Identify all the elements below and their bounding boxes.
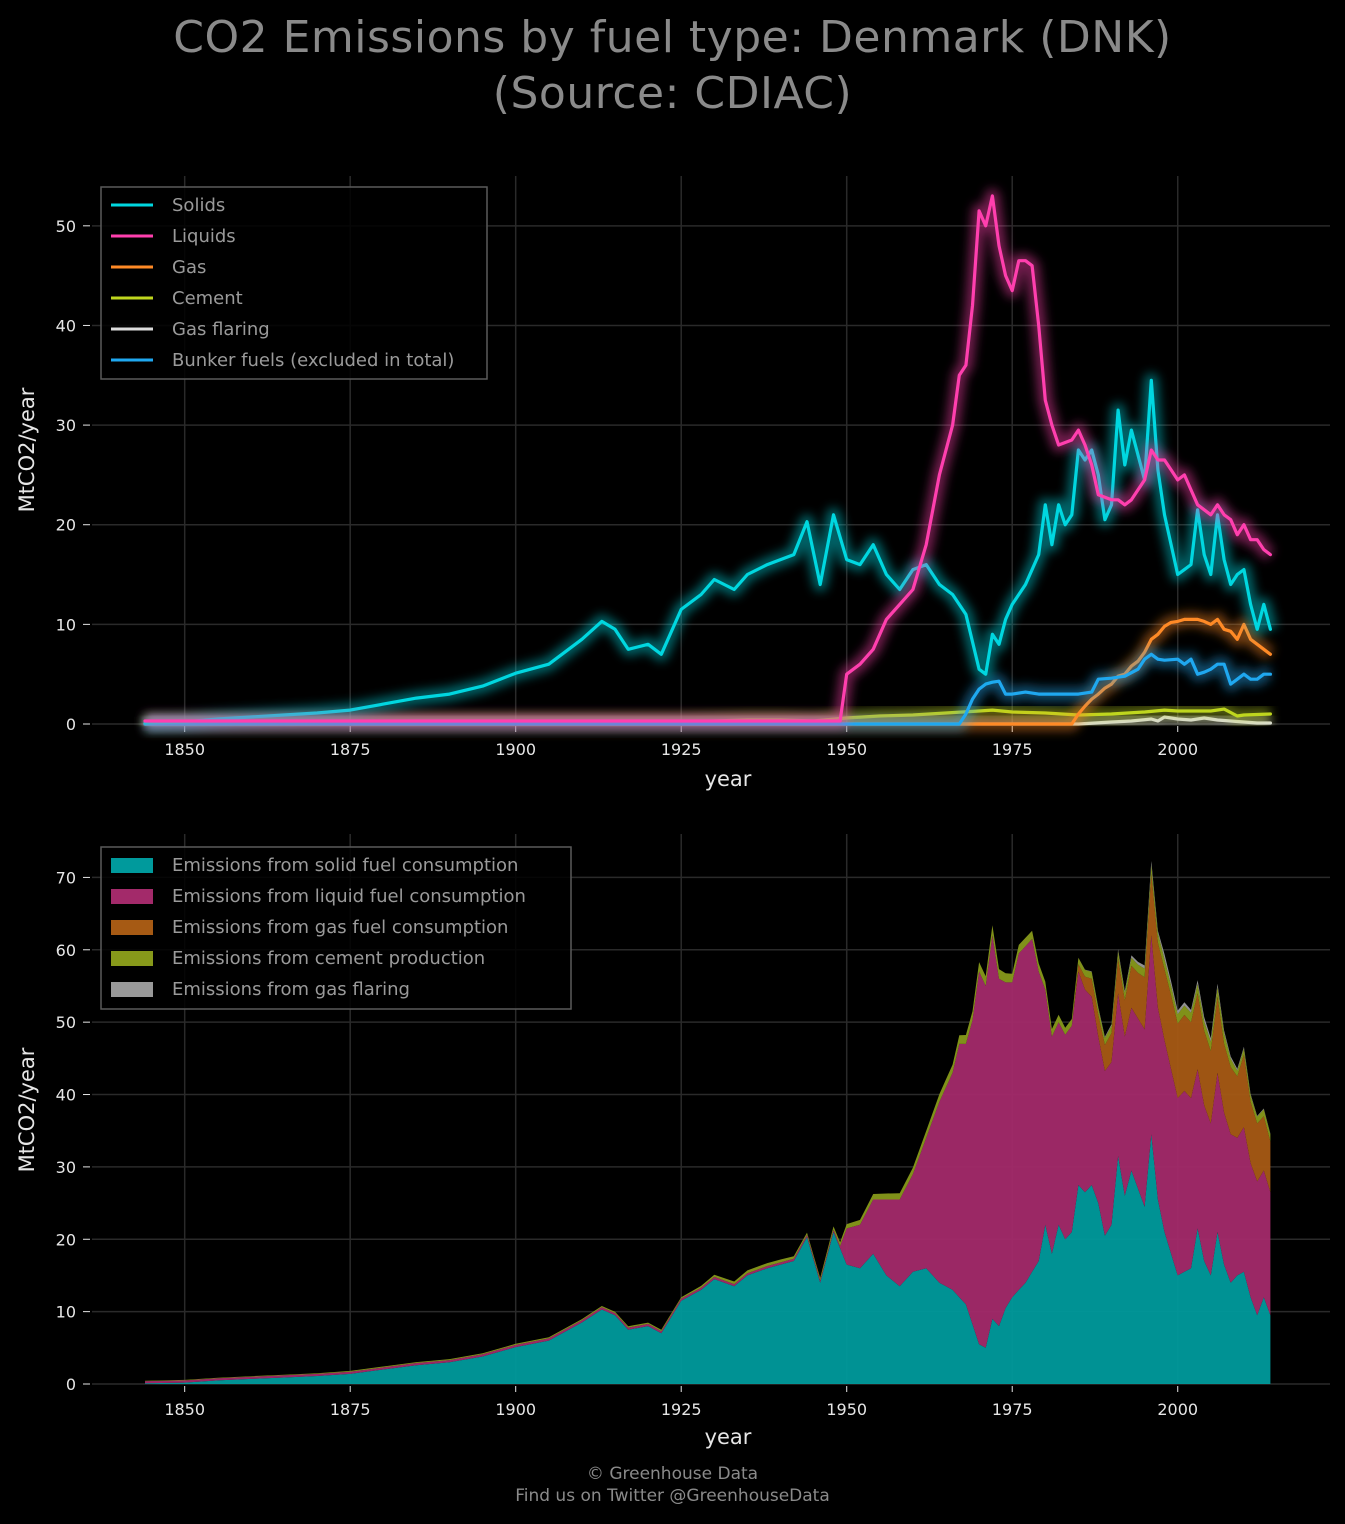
legend-swatch-emissions-from-cement-production [111, 951, 153, 966]
y-tick-label: 30 [56, 1158, 76, 1177]
legend-frame [100, 186, 488, 380]
area-emissions-from-liquid-fuel-consumption [145, 935, 1271, 1384]
series-line-bunker-fuels-excluded-in-total [143, 652, 1273, 726]
axis-ticks: 1850 1875 1900 1925 1950 1975 2000 0 10 20 30 40 50 [56, 217, 1198, 759]
x-tick-label: 1950 [826, 740, 867, 759]
series-glow-solids [144, 373, 1278, 730]
series-line-liquids [143, 194, 1273, 723]
x-tick-label: 1850 [164, 740, 205, 759]
x-tick-label: 1875 [330, 1400, 371, 1419]
y-tick-label: 60 [56, 941, 76, 960]
x-tick-label: 2000 [1157, 740, 1198, 759]
y-tick-label: 50 [56, 217, 76, 236]
chart-title-line-1: CO2 Emissions by fuel type: Denmark (DNK… [173, 12, 1172, 63]
y-tick-label: 30 [56, 416, 76, 435]
line-chart-panel: 1850 1875 1900 1925 1950 1975 2000 0 10 20 30 40 50 y… [15, 176, 1330, 791]
area-emissions-from-solid-fuel-consumption [145, 1134, 1271, 1384]
x-tick-label: 1925 [661, 740, 702, 759]
y-tick-label: 50 [56, 1013, 76, 1032]
y-tick-label: 40 [56, 316, 76, 335]
x-tick-label: 1900 [495, 1400, 536, 1419]
series-line-gas [143, 617, 1273, 726]
legend-label-emissions-from-gas-fuel-consumption: Emissions from gas fuel consumption [172, 917, 508, 938]
x-axis-label: year [705, 1425, 752, 1449]
legend-label-cement: Cement [172, 288, 243, 309]
y-axis-label: MtCO2/year [15, 1047, 39, 1172]
x-tick-label: 1875 [330, 740, 371, 759]
legend-label-liquids: Liquids [172, 226, 236, 247]
legend: Emissions from solid fuel consumption Emi… [100, 846, 572, 1010]
y-tick-label: 20 [56, 516, 76, 535]
footer: © Greenhouse Data Find us on Twitter @Gr… [0, 1463, 1345, 1507]
axis-ticks: 1850 1875 1900 1925 1950 1975 2000 0 10 20 30 40 50 6… [56, 868, 1198, 1419]
legend-swatch-emissions-from-gas-fuel-consumption [111, 920, 153, 935]
legend-label-emissions-from-cement-production: Emissions from cement production [172, 948, 485, 969]
legend-label-gas: Gas [172, 257, 206, 278]
x-tick-label: 1975 [992, 1400, 1033, 1419]
footer-copyright: © Greenhouse Data [586, 1464, 759, 1484]
legend-label-gas-flaring: Gas flaring [172, 319, 270, 340]
x-axis-label: year [705, 767, 752, 791]
x-tick-label: 1900 [495, 740, 536, 759]
legend-swatch-emissions-from-liquid-fuel-consumption [111, 889, 153, 904]
stacked-area-chart-panel: 1850 1875 1900 1925 1950 1975 2000 0 10 20 30 40 50 6… [15, 834, 1330, 1449]
y-tick-label: 20 [56, 1230, 76, 1249]
y-tick-label: 40 [56, 1086, 76, 1105]
y-tick-label: 0 [66, 1375, 76, 1394]
legend: Solids Liquids Gas Cement Gas flaring Bunker … [100, 186, 488, 380]
x-tick-label: 1925 [661, 1400, 702, 1419]
x-tick-label: 1975 [992, 740, 1033, 759]
y-tick-label: 10 [56, 1303, 76, 1322]
x-tick-label: 1950 [826, 1400, 867, 1419]
y-tick-label: 10 [56, 615, 76, 634]
legend-frame [100, 846, 572, 1010]
y-tick-label: 70 [56, 868, 76, 887]
series-lines [143, 188, 1278, 731]
chart-title-line-2: (Source: CDIAC) [492, 68, 853, 119]
y-axis-label: MtCO2/year [15, 387, 39, 512]
legend-label-emissions-from-gas-flaring: Emissions from gas flaring [172, 979, 410, 1000]
x-tick-label: 1850 [164, 1400, 205, 1419]
legend-label-emissions-from-liquid-fuel-consumption: Emissions from liquid fuel consumption [172, 886, 526, 907]
legend-label-emissions-from-solid-fuel-consumption: Emissions from solid fuel consumption [172, 855, 518, 876]
legend-swatch-emissions-from-gas-flaring [111, 982, 153, 997]
footer-twitter: Find us on Twitter @GreenhouseData [515, 1486, 830, 1506]
y-tick-label: 0 [66, 715, 76, 734]
chart-title: CO2 Emissions by fuel type: Denmark (DNK… [0, 10, 1345, 122]
series-line-solids [143, 378, 1273, 725]
legend-label-solids: Solids [172, 195, 225, 216]
x-tick-label: 2000 [1157, 1400, 1198, 1419]
legend-label-bunker-fuels-excluded-in-total: Bunker fuels (excluded in total) [172, 350, 454, 371]
legend-swatch-emissions-from-solid-fuel-consumption [111, 858, 153, 873]
stacked-areas [145, 861, 1271, 1384]
